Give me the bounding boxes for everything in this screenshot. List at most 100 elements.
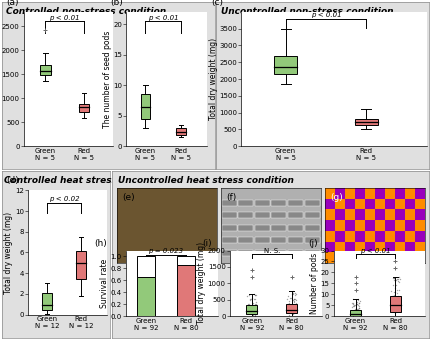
Bar [364, 220, 374, 231]
Point [287, 311, 294, 316]
Bar [287, 250, 302, 256]
Point [288, 311, 295, 317]
Bar [384, 199, 394, 209]
Point [251, 296, 258, 301]
Point [352, 308, 359, 314]
Point [288, 303, 295, 308]
Point [391, 283, 398, 288]
Bar [344, 220, 354, 231]
Bar [349, 310, 360, 316]
Point [251, 292, 258, 298]
Bar [304, 200, 319, 206]
Bar [364, 199, 374, 209]
Bar [286, 304, 297, 313]
Bar [238, 200, 253, 206]
Point [388, 299, 395, 304]
Bar [354, 220, 364, 231]
Text: (i): (i) [202, 239, 212, 248]
Bar [324, 231, 334, 242]
Point [354, 306, 361, 311]
Point [283, 296, 290, 302]
Bar [354, 242, 364, 252]
Bar [334, 242, 344, 252]
Point [394, 294, 401, 300]
Point [353, 301, 359, 307]
Bar [414, 242, 424, 252]
Point [393, 305, 400, 310]
Text: Uncontrolled non-stress condition: Uncontrolled non-stress condition [220, 7, 392, 16]
Bar [271, 212, 286, 218]
Bar [404, 199, 414, 209]
Bar [334, 188, 344, 199]
Bar [271, 250, 286, 256]
Bar [254, 250, 269, 256]
Point [347, 310, 354, 315]
Point [291, 293, 298, 298]
Point [289, 298, 296, 304]
Point [355, 305, 362, 311]
Bar [274, 55, 296, 74]
Bar [140, 94, 150, 119]
Text: Controlled heat stress condition: Controlled heat stress condition [4, 176, 167, 185]
Point [287, 310, 294, 315]
Point [348, 300, 355, 305]
Bar [414, 188, 424, 199]
Point [251, 303, 258, 309]
Point [389, 299, 396, 304]
Point [245, 301, 252, 307]
Bar [137, 256, 155, 277]
Y-axis label: Total dry weight (mg): Total dry weight (mg) [208, 38, 217, 120]
Point [349, 297, 356, 302]
Text: (g): (g) [329, 193, 342, 202]
Y-axis label: The number of seed pods: The number of seed pods [102, 30, 111, 128]
Point [251, 305, 258, 310]
Bar [364, 252, 374, 263]
Text: (d): (d) [6, 176, 18, 185]
Point [249, 307, 256, 313]
Point [388, 275, 395, 280]
Point [387, 294, 394, 299]
Bar [374, 252, 384, 263]
Point [387, 294, 394, 300]
Point [348, 308, 355, 314]
Point [356, 313, 362, 318]
Point [354, 312, 361, 318]
Point [389, 303, 396, 308]
Text: Uncontrolled heat stress condition: Uncontrolled heat stress condition [118, 176, 293, 185]
Point [348, 301, 355, 306]
Bar [176, 266, 194, 316]
Bar [394, 220, 404, 231]
Point [252, 292, 259, 297]
Bar [304, 212, 319, 218]
Bar [324, 252, 334, 263]
Point [249, 310, 255, 316]
Point [390, 289, 397, 295]
Bar [334, 209, 344, 220]
Bar [175, 129, 185, 135]
Bar [287, 200, 302, 206]
Point [350, 312, 357, 317]
Bar [324, 199, 334, 209]
Point [292, 300, 299, 306]
Bar [334, 231, 344, 242]
Point [249, 300, 255, 305]
Point [291, 307, 298, 312]
Bar [254, 224, 269, 231]
Point [288, 309, 295, 314]
Bar [221, 237, 236, 243]
Bar [404, 209, 414, 220]
Bar [304, 224, 319, 231]
Bar [364, 188, 374, 199]
Point [391, 286, 398, 291]
Point [288, 292, 295, 297]
Point [389, 294, 396, 299]
Bar [334, 199, 344, 209]
Point [393, 278, 400, 283]
Point [394, 275, 401, 280]
Point [348, 304, 355, 310]
Point [286, 303, 293, 308]
Text: p < 0.02: p < 0.02 [49, 196, 79, 202]
Y-axis label: Total dry weight (mg): Total dry weight (mg) [197, 242, 206, 324]
Bar [389, 296, 400, 312]
Point [352, 307, 359, 312]
